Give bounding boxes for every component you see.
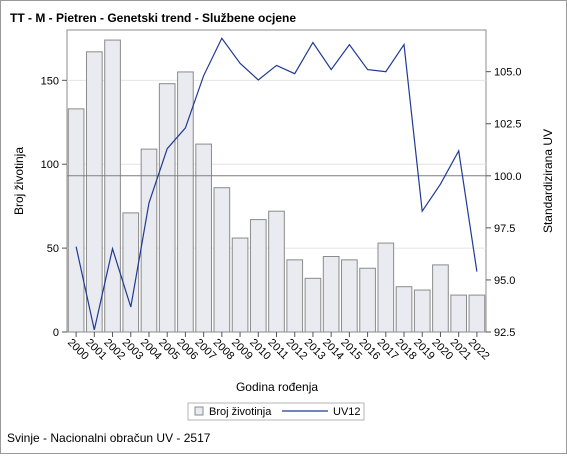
chart-title: TT - M - Pietren - Genetski trend - Služ… (10, 11, 296, 25)
bar (140, 148, 158, 333)
bar (432, 264, 449, 333)
y-tick-label: 100 (41, 159, 59, 171)
legend-bar-swatch (194, 406, 204, 416)
y2-tick-label: 92.5 (494, 327, 515, 339)
bar (468, 294, 486, 333)
bar (341, 259, 358, 333)
bar (67, 108, 85, 333)
bar (231, 237, 249, 333)
bar (268, 210, 285, 333)
line-series (75, 37, 478, 331)
uv-line (75, 37, 478, 331)
legend-line-label: UV12 (333, 406, 361, 418)
x-axis-label: Godina rođenja (236, 380, 318, 394)
y-tick-label: 50 (47, 243, 59, 255)
y-axis-label: Broj životinja (12, 147, 26, 215)
right-axis: 92.5 95.0 97.5 100.0 102.5 105.0 (486, 67, 522, 339)
y-tick-label: 150 (41, 75, 59, 87)
legend-bar-label: Broj životinja (209, 406, 272, 418)
bar (85, 51, 103, 333)
left-axis: 0 50 100 150 (41, 75, 67, 339)
bar (395, 286, 413, 333)
bar (322, 256, 340, 333)
bar (249, 219, 267, 333)
bar (213, 187, 231, 333)
bar (413, 289, 431, 333)
bar (359, 267, 376, 333)
footnote: Svinje - Nacionalni obračun UV - 2517 (7, 431, 211, 445)
legend-box (187, 402, 365, 421)
bar-series (67, 39, 486, 333)
y-tick-label: 0 (53, 327, 59, 339)
y2-tick-label: 95.0 (494, 275, 515, 287)
bar (450, 294, 468, 333)
bar (195, 143, 212, 333)
y2-tick-label: 100.0 (494, 171, 522, 183)
bar (158, 83, 176, 333)
y2-tick-label: 97.5 (494, 223, 515, 235)
bar (286, 259, 304, 333)
y2-axis-label: Standardizirana UV (541, 129, 555, 233)
bar (377, 242, 395, 333)
y2-tick-label: 102.5 (494, 119, 522, 131)
bar (104, 39, 121, 333)
x-axis: 2000200120022003200420052006200720082009… (65, 332, 492, 362)
bar (304, 277, 322, 333)
y2-tick-label: 105.0 (494, 67, 522, 79)
